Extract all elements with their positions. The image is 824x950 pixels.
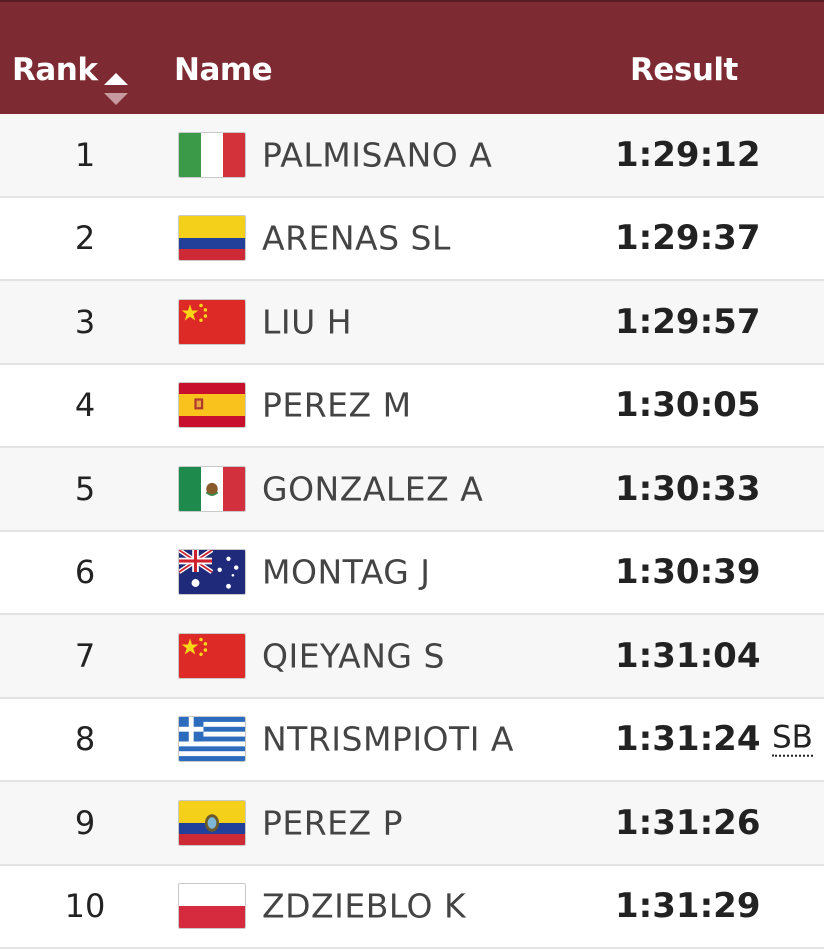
spain-flag-icon bbox=[178, 382, 246, 429]
rank-cell: 6 bbox=[74, 553, 96, 592]
result-time: 1:29:57 bbox=[615, 301, 761, 342]
greece-flag-icon bbox=[178, 716, 246, 763]
athlete-name[interactable]: QIEYANG S bbox=[262, 636, 445, 676]
result-time: 1:29:37 bbox=[615, 218, 761, 259]
table-row[interactable]: 3 LIU H 1:29:57 bbox=[0, 281, 824, 365]
result-time: 1:31:26 bbox=[615, 802, 761, 843]
table-row[interactable]: 2 ARENAS SL 1:29:37 bbox=[0, 197, 824, 281]
results-table-header: Rank Name Result bbox=[0, 0, 824, 114]
result-column-header[interactable]: Result bbox=[630, 52, 738, 88]
result-time: 1:29:12 bbox=[615, 134, 761, 175]
athlete-name[interactable]: PEREZ M bbox=[262, 385, 412, 425]
rank-cell: 3 bbox=[74, 302, 96, 341]
sort-ascending-icon[interactable] bbox=[103, 71, 129, 107]
australia-flag-icon bbox=[178, 549, 246, 596]
athlete-name[interactable]: NTRISMPIOTI A bbox=[262, 719, 514, 759]
rank-cell: 2 bbox=[74, 219, 96, 258]
italy-flag-icon bbox=[178, 131, 246, 178]
table-row[interactable]: 7 QIEYANG S 1:31:04 bbox=[0, 615, 824, 699]
athlete-name[interactable]: ZDZIEBLO K bbox=[262, 886, 467, 926]
table-row[interactable]: 4 PEREZ M 1:30:05 bbox=[0, 364, 824, 448]
result-time: 1:30:33 bbox=[615, 468, 761, 509]
colombia-flag-icon bbox=[178, 215, 246, 262]
poland-flag-icon bbox=[178, 883, 246, 930]
results-table-body: 1 PALMISANO A 1:29:12 2 ARENAS SL 1:29:3… bbox=[0, 114, 824, 949]
result-time: 1:31:24 bbox=[615, 719, 761, 760]
result-time: 1:31:04 bbox=[615, 635, 761, 676]
result-time: 1:30:39 bbox=[615, 552, 761, 593]
table-row[interactable]: 9 PEREZ P 1:31:26 bbox=[0, 782, 824, 866]
rank-cell: 4 bbox=[74, 386, 96, 425]
rank-cell: 1 bbox=[74, 135, 96, 174]
name-column-header[interactable]: Name bbox=[174, 52, 273, 88]
china-flag-icon bbox=[178, 298, 246, 345]
table-row[interactable]: 10 ZDZIEBLO K 1:31:29 bbox=[0, 865, 824, 949]
rank-cell: 5 bbox=[74, 469, 96, 508]
result-time: 1:31:29 bbox=[615, 886, 761, 927]
rank-cell: 8 bbox=[74, 720, 96, 759]
table-row[interactable]: 8 NTRISMPIOTI A 1:31:24 SB bbox=[0, 698, 824, 782]
mexico-flag-icon bbox=[178, 465, 246, 512]
ecuador-flag-icon bbox=[178, 799, 246, 846]
athlete-name[interactable]: LIU H bbox=[262, 302, 353, 342]
result-time: 1:30:05 bbox=[615, 385, 761, 426]
athlete-name[interactable]: MONTAG J bbox=[262, 552, 431, 592]
rank-cell: 9 bbox=[74, 803, 96, 842]
china-flag-icon bbox=[178, 632, 246, 679]
table-row[interactable]: 6 MONTAG J 1:30:39 bbox=[0, 531, 824, 615]
athlete-name[interactable]: ARENAS SL bbox=[262, 218, 451, 258]
rank-cell: 7 bbox=[74, 636, 96, 675]
table-row[interactable]: 1 PALMISANO A 1:29:12 bbox=[0, 114, 824, 198]
rank-cell: 10 bbox=[64, 887, 106, 926]
athlete-name[interactable]: GONZALEZ A bbox=[262, 469, 484, 509]
athlete-name[interactable]: PALMISANO A bbox=[262, 135, 493, 175]
athlete-name[interactable]: PEREZ P bbox=[262, 803, 404, 843]
season-best-badge[interactable]: SB bbox=[772, 719, 813, 757]
rank-column-header[interactable]: Rank bbox=[12, 52, 98, 88]
table-row[interactable]: 5 GONZALEZ A 1:30:33 bbox=[0, 448, 824, 532]
